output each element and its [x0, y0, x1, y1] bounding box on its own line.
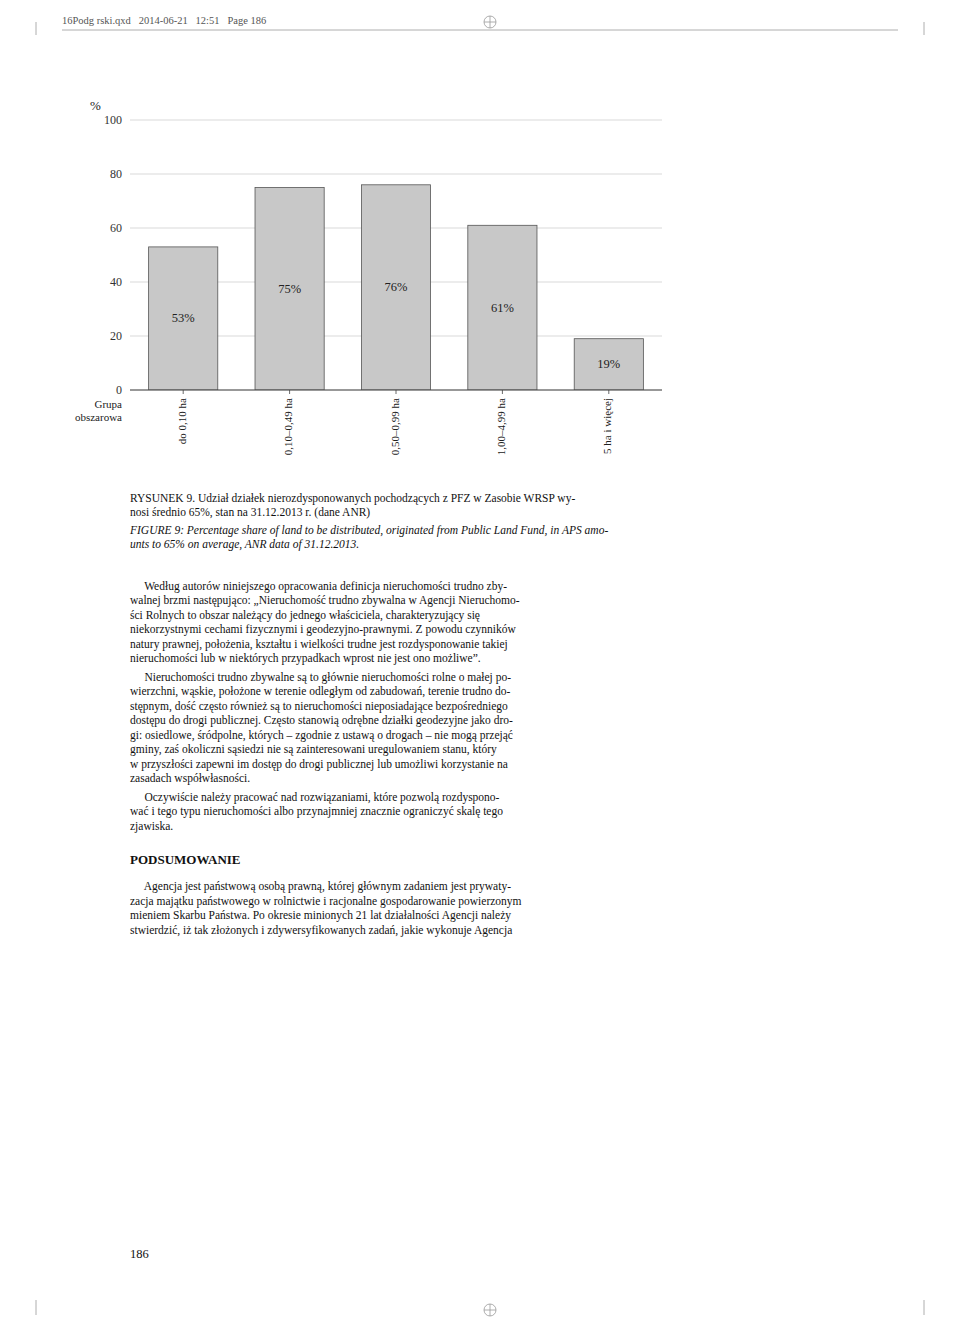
y-tick-label: 100: [104, 113, 122, 127]
crop-mark: [36, 1300, 37, 1315]
bars: [149, 185, 644, 390]
bar: [361, 185, 430, 390]
body-line: Według autorów niniejszego opracowania d…: [130, 580, 507, 593]
body-line: Oczywiście należy pracować nad rozwiązan…: [130, 791, 500, 804]
body-line: zacja majątku państwowego w rolnictwie i…: [130, 895, 522, 908]
body-line: mieniem Skarbu Państwa. Po okresie minio…: [130, 909, 511, 922]
body-line: walnej brzmi następująco: „Nieruchomość …: [130, 594, 520, 607]
page-marks: [36, 16, 924, 1316]
x-tick-label: do 0,10 ha: [176, 398, 188, 444]
body-line: gminy, zaś okoliczni sąsiedzi nie są zai…: [130, 743, 497, 756]
body-line: niekorzystnymi cechami fizycznymi i geod…: [130, 623, 516, 636]
register-circle: [484, 1304, 496, 1316]
register-mark: [484, 1304, 496, 1316]
register-line: [490, 1304, 491, 1316]
crop-mark: [924, 22, 925, 35]
y-tick-label: 40: [110, 275, 122, 289]
data-label: 61%: [491, 301, 514, 315]
x-axis-label-line: obszarowa: [75, 411, 122, 423]
header-rule: [62, 30, 898, 31]
body-line: dostępu do drogi publicznej. Często stan…: [130, 714, 513, 727]
body-line: zasadach współwłasności.: [130, 772, 250, 785]
body-line: Agencja jest państwową osobą prawną, któ…: [130, 880, 511, 893]
y-axis-label: %: [90, 98, 101, 113]
section-heading: PODSUMOWANIE: [130, 852, 241, 867]
grid: [130, 120, 662, 390]
y-tick-label: 0: [116, 383, 122, 397]
caption-line: nosi średnio 65%, stan na 31.12.2013 r. …: [130, 506, 370, 519]
bar: [468, 225, 537, 390]
x-tick-label: 0,10–0,49 ha: [282, 398, 294, 455]
x-tick: [183, 390, 184, 394]
body-line: wierzchni, wąskie, położone w terenie od…: [130, 685, 511, 698]
caption-line: RYSUNEK 9. Udział działek nierozdysponow…: [130, 492, 575, 505]
body-line: wać i tego typu nieruchomości albo przyn…: [130, 805, 503, 818]
page-number: 186: [130, 1247, 149, 1261]
caption-line: unts to 65% on average, ANR data of 31.1…: [130, 538, 359, 551]
page: {"chart_data": {"type": "bar", "categori…: [0, 0, 960, 1335]
body-line: gi: osiedlowe, śródpolne, których – zgod…: [130, 729, 513, 742]
bar: [149, 247, 218, 390]
body-line: natury prawnej, położenia, kształtu i wi…: [130, 638, 508, 651]
data-label: 53%: [172, 311, 195, 325]
body-line: ści Rolnych to obszar należący do jedneg…: [130, 609, 480, 622]
body-line: stwierdzić, iż tak złożonych i zdywersyf…: [130, 924, 512, 937]
body-line: zjawiska.: [130, 820, 173, 833]
bar: [574, 339, 643, 390]
y-tick-label: 80: [110, 167, 122, 181]
grid-line: [130, 120, 662, 121]
bar: [255, 188, 324, 391]
register-mark: [484, 16, 496, 28]
body-line: w przyszłości zapewni im dostęp do drogi…: [130, 758, 508, 771]
grid-line: [130, 174, 662, 175]
data-label: 75%: [278, 282, 301, 296]
body-line: nieruchomości lub w niektórych przypadka…: [130, 652, 481, 665]
chart: 0 20 40 60 80 100% 53% 75% 76% 61% 19% do 0,10 ha 0,…: [75, 98, 662, 455]
y-tick-label: 20: [110, 329, 122, 343]
crop-mark: [36, 22, 37, 35]
x-axis-label: Grupaobszarowa: [75, 398, 122, 423]
register-circle: [484, 16, 496, 28]
crop-mark: [924, 1300, 925, 1315]
x-tick-label: 1,00–4,99 ha: [495, 398, 507, 455]
header-text: 16Podg rski.qxd 2014-06-21 12:51 Page 18…: [62, 15, 266, 26]
x-axis-label-line: Grupa: [95, 398, 123, 410]
data-label: 19%: [597, 357, 620, 371]
register-line: [490, 16, 491, 28]
x-tick: [289, 390, 290, 394]
x-tick-label: 5 ha i więcej: [601, 398, 613, 454]
body-line: Nieruchomości trudno zbywalne są to głów…: [130, 671, 511, 684]
data-label: 76%: [385, 280, 408, 294]
x-tick: [608, 390, 609, 394]
caption-line: FIGURE 9: Percentage share of land to be…: [129, 524, 608, 537]
x-tick: [396, 390, 397, 394]
y-tick-label: 60: [110, 221, 122, 235]
x-tick: [502, 390, 503, 394]
x-tick-label: 0,50–0,99 ha: [389, 398, 401, 455]
body-line: stępnym, dość często również są to nieru…: [130, 700, 508, 713]
page-canvas: 16Podg rski.qxd 2014-06-21 12:51 Page 18…: [0, 0, 960, 1335]
